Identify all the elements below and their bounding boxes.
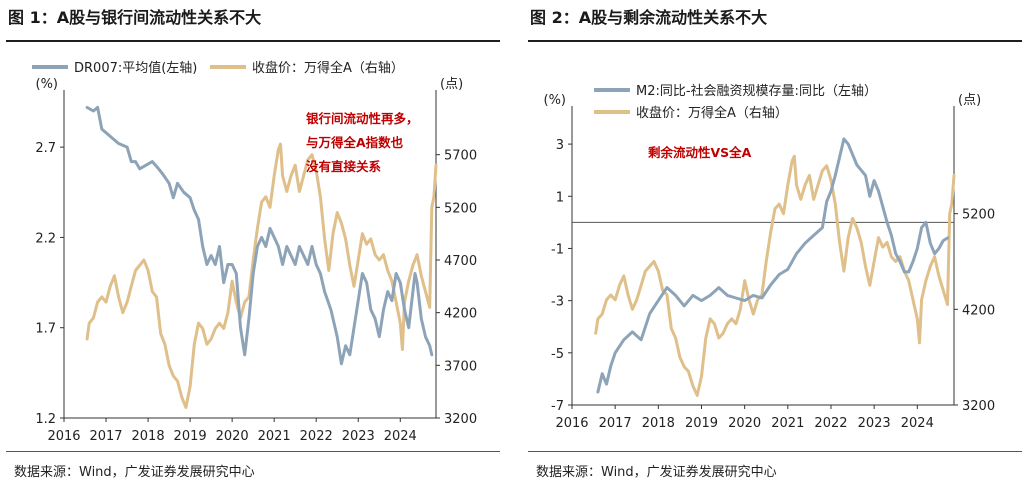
title-divider <box>528 40 1022 42</box>
chart-svg: (%) (点) -7 -5 -3 -1 1 3 3200 4200 5200 2016 2017 2018… <box>544 83 996 431</box>
x-tick-label: 2024 <box>384 429 417 444</box>
legend-label: 收盘价：万得全A（右轴） <box>636 105 788 121</box>
left-tick-label: -3 <box>551 295 564 310</box>
left-tick-label: 2.7 <box>35 141 56 156</box>
title-divider <box>6 40 500 42</box>
left-axis-unit: (%) <box>36 77 59 92</box>
annotation-text: 银行间流动性再多， <box>306 111 419 126</box>
right-tick-label: 4700 <box>444 254 477 269</box>
index-series-line <box>85 142 438 409</box>
right-tick-label: 5200 <box>444 201 477 216</box>
x-tick-label: 2016 <box>555 416 588 431</box>
x-tick-label: 2024 <box>901 416 934 431</box>
left-tick-label: 2.2 <box>35 231 56 246</box>
chart-title: 图 2：A股与剩余流动性关系不大 <box>530 8 768 27</box>
x-tick-label: 2022 <box>300 429 333 444</box>
legend-label: M2:同比-社会融资规模存量:同比（左轴） <box>636 83 877 99</box>
x-tick-label: 2019 <box>685 416 718 431</box>
x-tick-label: 2017 <box>599 416 632 431</box>
legend-label: 收盘价：万得全A（右轴） <box>252 60 404 76</box>
left-series-line <box>85 105 434 366</box>
left-tick-label: -1 <box>551 242 564 257</box>
index-series-line <box>594 154 956 397</box>
annotation-text: 与万得全A指数也 <box>306 135 404 150</box>
chart-svg: (%) (点) 1.2 1.7 2.2 2.7 3200 3700 4200 4700 5200 57… <box>32 60 477 444</box>
legend-label: DR007:平均值(左轴) <box>74 60 197 76</box>
x-tick-label: 2020 <box>728 416 761 431</box>
right-tick-label: 5200 <box>962 208 995 223</box>
annotation-text: 没有直接关系 <box>306 159 382 174</box>
x-tick-label: 2016 <box>47 429 80 444</box>
right-tick-label: 3200 <box>962 399 995 414</box>
x-tick-label: 2023 <box>342 429 375 444</box>
source-divider <box>528 451 1022 452</box>
x-tick-label: 2023 <box>858 416 891 431</box>
x-tick-label: 2020 <box>216 429 249 444</box>
x-tick-label: 2017 <box>89 429 122 444</box>
left-tick-label: 1.7 <box>35 322 56 337</box>
source-note: 数据来源：Wind，广发证券发展研究中心 <box>14 465 255 480</box>
annotation-text: 剩余流动性VS全A <box>648 145 752 160</box>
right-tick-label: 5700 <box>444 149 477 164</box>
x-tick-label: 2021 <box>258 429 291 444</box>
source-note: 数据来源：Wind，广发证券发展研究中心 <box>536 465 777 480</box>
right-tick-label: 4200 <box>962 303 995 318</box>
x-tick-label: 2021 <box>771 416 804 431</box>
left-tick-label: 3 <box>556 138 564 153</box>
chart-panel-2: 图 2：A股与剩余流动性关系不大 (%) (点) -7 -5 -3 -1 1 3 3200 420… <box>522 0 1024 489</box>
right-tick-label: 4200 <box>444 307 477 322</box>
left-tick-label: -7 <box>551 399 564 414</box>
source-divider <box>6 451 500 452</box>
x-tick-label: 2018 <box>132 429 165 444</box>
right-tick-label: 3700 <box>444 359 477 374</box>
left-tick-label: -5 <box>551 347 564 362</box>
chart-panel-1: 图 1：A股与银行间流动性关系不大 (%) (点) 1.2 1.7 2.2 2.7 3200… <box>0 0 502 489</box>
left-tick-label: 1.2 <box>35 412 56 427</box>
x-tick-label: 2018 <box>642 416 675 431</box>
right-tick-label: 3200 <box>444 412 477 427</box>
right-axis-unit: (点) <box>958 93 981 108</box>
x-tick-label: 2019 <box>174 429 207 444</box>
x-tick-label: 2022 <box>814 416 847 431</box>
left-tick-label: 1 <box>556 190 564 205</box>
left-series-line <box>596 137 949 394</box>
chart-title: 图 1：A股与银行间流动性关系不大 <box>8 8 262 27</box>
right-axis-unit: (点) <box>440 77 463 92</box>
left-axis-unit: (%) <box>544 93 567 108</box>
